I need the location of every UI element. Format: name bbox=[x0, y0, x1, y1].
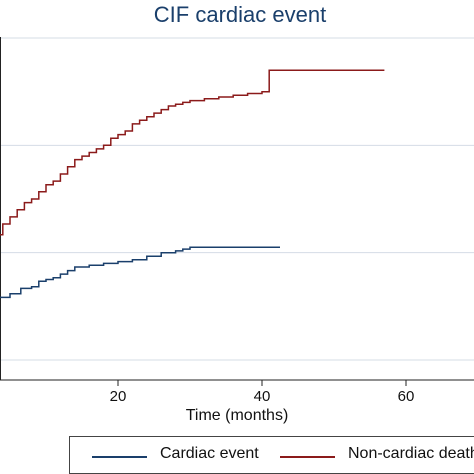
legend-label-cardiac: Cardiac event bbox=[160, 445, 259, 462]
x-tick-label-2: 60 bbox=[398, 388, 415, 405]
legend-label-noncardiac: Non-cardiac death bbox=[348, 445, 474, 462]
series-layer bbox=[0, 69, 385, 299]
legend-swatch-cardiac bbox=[92, 456, 147, 458]
axes bbox=[0, 37, 474, 381]
series-line-1 bbox=[0, 69, 385, 236]
x-tick-label-1: 40 bbox=[254, 388, 271, 405]
x-axis-label: Time (months) bbox=[186, 407, 289, 424]
chart-title: CIF cardiac event bbox=[153, 2, 327, 27]
x-tick-label-0: 20 bbox=[110, 388, 127, 405]
legend-swatch-noncardiac bbox=[280, 456, 335, 458]
legend: Cardiac event Non-cardiac death bbox=[69, 436, 474, 474]
x-tick-labels: 20 40 60 bbox=[110, 380, 415, 405]
gridlines bbox=[0, 37, 474, 361]
series-line-0 bbox=[0, 246, 280, 299]
